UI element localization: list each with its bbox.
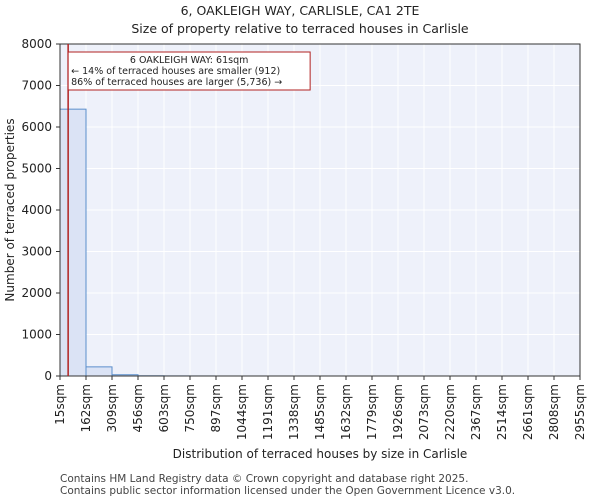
x-tick-label-1: 162sqm [79,384,93,432]
annotation-line-2: ← 14% of terraced houses are smaller (91… [71,66,280,77]
x-tick-label-2: 309sqm [105,384,119,432]
x-tick-label-19: 2808sqm [547,384,561,440]
y-tick-label-1: 1000 [21,328,52,342]
annotation-line-1: 6 OAKLEIGH WAY: 61sqm [130,55,248,66]
x-tick-label-5: 750sqm [183,384,197,432]
x-tick-label-4: 603sqm [157,384,171,432]
x-tick-label-17: 2514sqm [495,384,509,440]
y-tick-label-5: 5000 [21,162,52,176]
y-tick-label-6: 6000 [21,120,52,134]
x-tick-label-14: 2073sqm [417,384,431,440]
x-tick-label-6: 897sqm [209,384,223,432]
bar-1 [85,366,113,377]
x-tick-label-7: 1044sqm [235,384,249,440]
footer-attribution-2: Contains public sector information licen… [60,485,516,497]
x-tick-label-11: 1632sqm [339,384,353,440]
bar-0 [59,108,87,377]
chart-subtitle: Size of property relative to terraced ho… [131,21,469,36]
x-tick-label-18: 2661sqm [521,384,535,440]
y-axis-label: Number of terraced properties [3,118,17,301]
x-tick-label-12: 1779sqm [365,384,379,440]
y-tick-label-2: 2000 [21,286,52,300]
x-tick-label-3: 456sqm [131,384,145,432]
x-tick-label-8: 1191sqm [261,384,275,440]
bars [59,108,217,377]
x-tick-label-10: 1485sqm [313,384,327,440]
chart-title: 6, OAKLEIGH WAY, CARLISLE, CA1 2TE [180,3,420,18]
y-tick-label-4: 4000 [21,203,52,217]
annotation-frame [67,51,311,91]
grid-lines [59,43,581,377]
annotation-line-3: 86% of terraced houses are larger (5,736… [71,77,282,88]
annotation-box: 6 OAKLEIGH WAY: 61sqm← 14% of terraced h… [67,51,311,91]
x-tick-label-16: 2367sqm [469,384,483,440]
y-axis-ticks: 0 1000 2000 3000 4000 5000 6000 7000 8000 [21,37,60,383]
x-tick-label-20: 2955sqm [573,384,587,440]
x-axis-ticks: 15sqm 162sqm 309sqm 456sqm 603sqm 750sqm 897sq… [53,376,587,440]
x-axis-label: Distribution of terraced houses by size … [173,447,468,461]
y-tick-label-3: 3000 [21,245,52,259]
footer-attribution-1: Contains HM Land Registry data © Crown c… [60,473,469,485]
x-tick-label-0: 15sqm [53,384,67,425]
x-tick-label-13: 1926sqm [391,384,405,440]
y-tick-label-8: 8000 [21,37,52,51]
x-tick-label-15: 2220sqm [443,384,457,440]
x-tick-label-9: 1338sqm [287,384,301,440]
y-tick-label-7: 7000 [21,79,52,93]
y-tick-label-0: 0 [44,369,52,383]
